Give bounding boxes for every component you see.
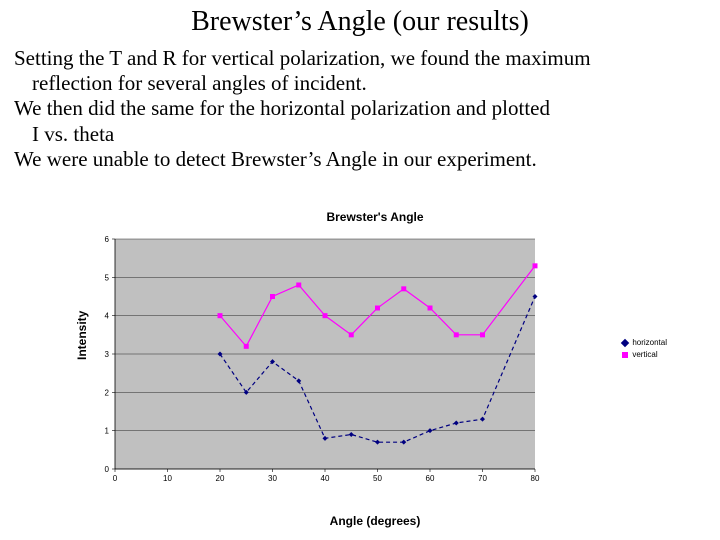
svg-text:4: 4	[105, 312, 110, 321]
chart-canvas: 012345601020304050607080	[85, 234, 605, 494]
page-title: Brewster’s Angle (our results)	[0, 0, 720, 38]
svg-text:3: 3	[105, 350, 110, 359]
svg-text:0: 0	[105, 465, 110, 474]
svg-text:10: 10	[163, 474, 172, 483]
legend-item-vertical: vertical	[622, 350, 667, 359]
svg-text:5: 5	[105, 273, 110, 282]
svg-text:80: 80	[531, 474, 540, 483]
svg-text:1: 1	[105, 427, 110, 436]
chart-ylabel: Intensity	[75, 311, 89, 360]
svg-text:6: 6	[105, 235, 110, 244]
svg-text:20: 20	[216, 474, 225, 483]
body-text: Setting the T and R for vertical polariz…	[0, 38, 720, 172]
svg-text:60: 60	[426, 474, 435, 483]
legend-label-0: horizontal	[632, 338, 667, 347]
para-0: Setting the T and R for vertical polariz…	[14, 46, 706, 71]
diamond-icon	[621, 338, 629, 346]
svg-text:50: 50	[373, 474, 382, 483]
chart-title: Brewster's Angle	[85, 210, 665, 224]
para-1: reflection for several angles of inciden…	[14, 71, 706, 96]
legend-label-1: vertical	[632, 350, 657, 359]
svg-text:0: 0	[113, 474, 118, 483]
square-icon	[622, 352, 628, 358]
chart-xlabel: Angle (degrees)	[85, 514, 665, 528]
para-4: We were unable to detect Brewster’s Angl…	[14, 147, 706, 172]
slide-root: Brewster’s Angle (our results) Setting t…	[0, 0, 720, 540]
brewster-chart: Brewster's Angle Intensity 0123456010203…	[85, 210, 665, 530]
svg-text:40: 40	[321, 474, 330, 483]
legend-item-horizontal: horizontal	[622, 338, 667, 347]
para-3: I vs. theta	[14, 122, 706, 147]
chart-legend: horizontal vertical	[622, 338, 667, 362]
para-2: We then did the same for the horizontal …	[14, 96, 706, 121]
svg-text:2: 2	[105, 388, 110, 397]
svg-text:30: 30	[268, 474, 277, 483]
svg-text:70: 70	[478, 474, 487, 483]
